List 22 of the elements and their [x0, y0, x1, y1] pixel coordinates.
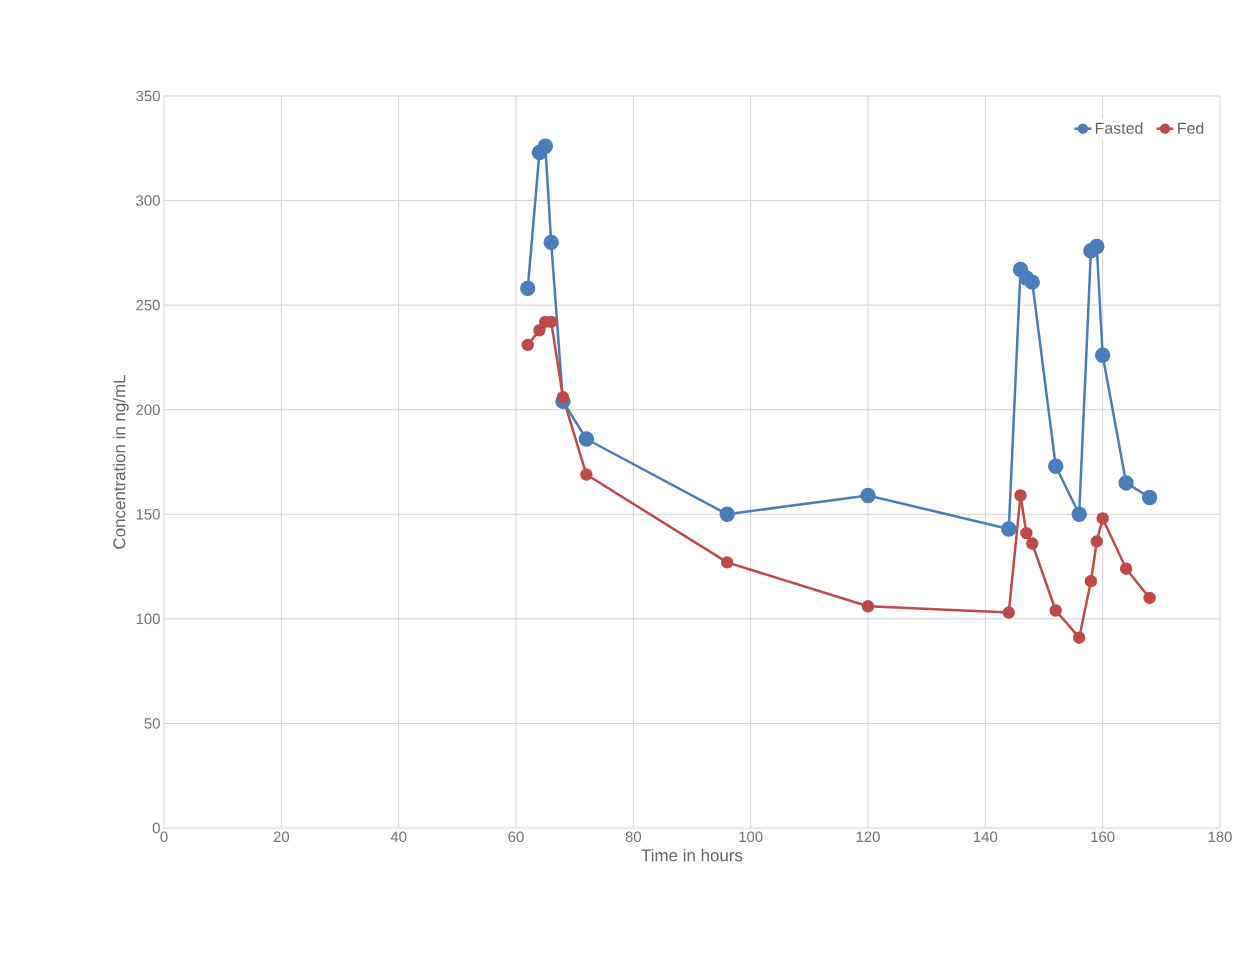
x-tick-label: 80 [625, 831, 642, 843]
x-tick-label: 20 [273, 831, 290, 843]
x-tick-label: 180 [1208, 831, 1232, 843]
y-tick-label: 150 [136, 508, 160, 520]
x-tick-label: 120 [856, 831, 880, 843]
legend-label: Fed [1178, 122, 1204, 134]
x-axis-title: Time in hours [641, 848, 743, 862]
y-tick-label: 350 [136, 90, 160, 102]
x-tick-label: 100 [739, 831, 763, 843]
y-tick-label: 250 [136, 299, 160, 311]
x-tick-label: 0 [160, 831, 168, 843]
y-tick-label: 100 [136, 613, 160, 625]
y-tick-label: 200 [136, 404, 160, 415]
y-tick-label: 300 [136, 195, 160, 206]
x-tick-label: 160 [1091, 831, 1115, 843]
y-axis-title: Concentration in ng/mL [112, 375, 129, 549]
x-tick-label: 140 [974, 831, 998, 843]
y-tick-label: 0 [152, 822, 160, 834]
x-tick-label: 40 [390, 831, 407, 843]
x-tick-label: 60 [508, 831, 524, 843]
legend-label: Fasted [1095, 122, 1143, 134]
y-tick-label: 50 [144, 718, 160, 729]
